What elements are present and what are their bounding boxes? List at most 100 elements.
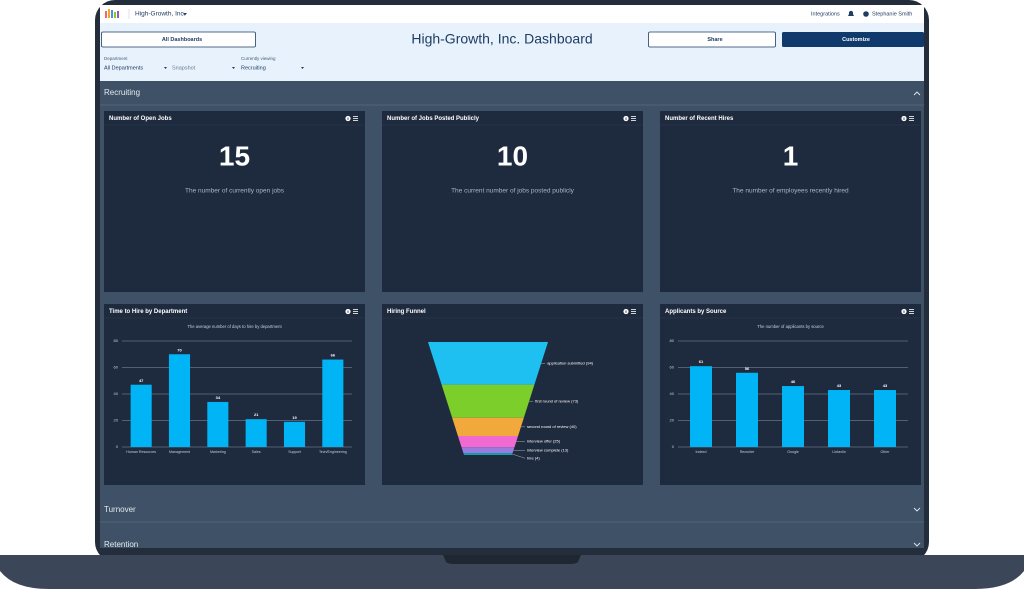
funnel-segment	[441, 384, 535, 418]
bar-value-label: 43	[837, 383, 842, 388]
filter-department[interactable]: All Departments	[104, 65, 143, 71]
bar	[322, 359, 344, 447]
x-tick-label: Marketing	[210, 450, 226, 454]
info-glyph	[625, 117, 627, 120]
bar-value-label: 56	[745, 366, 750, 371]
funnel-segment	[428, 342, 548, 385]
card-title: Applicants by Source	[665, 309, 727, 315]
filter-snapshot[interactable]: Snapshot	[172, 65, 196, 71]
x-tick-label: Tech/Engineering	[319, 450, 347, 454]
bar	[168, 354, 191, 447]
bar	[245, 419, 267, 447]
x-tick-label: Management	[169, 450, 190, 454]
info-glyph	[903, 117, 905, 120]
bar-value-label: 19	[292, 415, 297, 420]
user-menu[interactable]: Stephanie Smith	[872, 11, 912, 17]
funnel-segment	[452, 417, 524, 436]
card-title: Time to Hire by Department	[109, 309, 187, 315]
filter-label: Department	[104, 56, 128, 61]
share-button[interactable]	[648, 31, 776, 48]
section-header[interactable]: Recruiting	[104, 88, 140, 97]
filter-viewing[interactable]: Recruiting	[241, 65, 266, 71]
laptop-base	[0, 555, 1024, 589]
integrations-link[interactable]: Integrations	[811, 11, 840, 17]
funnel-label: application submitted (94)	[547, 360, 593, 365]
card-title: Hiring Funnel	[387, 309, 426, 315]
dashboard-title: High-Growth, Inc. Dashboard	[411, 31, 592, 47]
funnel-leader	[512, 453, 526, 459]
bar	[874, 390, 896, 447]
customize-button[interactable]	[782, 32, 924, 47]
bar-value-label: 43	[883, 383, 888, 388]
logo	[105, 9, 119, 18]
card	[104, 111, 365, 292]
x-tick-label: Indeed	[696, 450, 707, 454]
y-tick-label: 60	[670, 365, 675, 370]
kpi-value: 10	[497, 140, 528, 171]
bar-value-label: 21	[254, 412, 259, 417]
funnel-segment	[463, 453, 513, 455]
bar	[283, 421, 306, 447]
bell-icon[interactable]	[848, 10, 854, 16]
bar-value-label: 47	[139, 378, 144, 383]
bar	[207, 401, 229, 447]
bar-value-label: 70	[177, 347, 182, 352]
brand-caret	[183, 13, 187, 16]
bar-value-label: 66	[331, 353, 336, 358]
y-tick-label: 40	[114, 391, 119, 396]
all-dashboards-label: All Dashboards	[162, 37, 202, 43]
kpi-value: 1	[783, 140, 799, 171]
kpi-description: The current number of jobs posted public…	[451, 188, 575, 195]
section-header[interactable]: Turnover	[104, 505, 136, 514]
laptop-notch	[443, 555, 581, 564]
x-tick-label: Support	[288, 450, 301, 454]
funnel-segment	[461, 447, 515, 454]
info-glyph	[903, 310, 905, 313]
y-tick-label: 0	[116, 444, 119, 449]
card	[382, 111, 643, 292]
brand-menu[interactable]: High-Growth, Inc.	[135, 11, 186, 18]
funnel-label: interview complete (13)	[527, 447, 569, 452]
card-title: Number of Open Jobs	[109, 116, 172, 122]
info-glyph	[347, 310, 349, 313]
card-title: Number of Jobs Posted Publicly	[387, 116, 480, 122]
funnel-label: second round of review (40)	[527, 424, 577, 429]
kpi-description: The number of currently open jobs	[185, 188, 285, 195]
all-dashboards-button[interactable]	[101, 31, 256, 48]
card	[660, 111, 921, 292]
screen: High-Growth, Inc. Integrations Stephanie…	[100, 5, 924, 549]
x-tick-label: Google	[787, 450, 799, 454]
kpi-value: 15	[219, 140, 250, 171]
funnel-segment	[457, 435, 519, 448]
card-title: Number of Recent Hires	[665, 116, 734, 122]
bar-value-label: 34	[216, 395, 221, 400]
y-tick-label: 0	[672, 444, 675, 449]
y-tick-label: 80	[670, 338, 675, 343]
y-tick-label: 20	[670, 418, 675, 423]
chart-subtitle: The number of applicants by source	[757, 324, 824, 329]
bar	[828, 390, 850, 447]
bar	[130, 384, 152, 447]
customize-label: Customize	[842, 37, 870, 43]
kpi-description: The number of employees recently hired	[732, 188, 849, 195]
chart-subtitle: The average number of days to hire by de…	[187, 324, 282, 329]
bar	[782, 386, 804, 447]
bar-value-label: 46	[791, 379, 796, 384]
top-bar	[100, 5, 924, 23]
info-glyph	[625, 310, 627, 313]
bar	[736, 372, 758, 447]
x-tick-label: Human Resources	[126, 450, 156, 454]
info-glyph	[347, 117, 349, 120]
y-tick-label: 40	[670, 391, 675, 396]
filter-label: Currently viewing	[241, 56, 276, 61]
funnel-label: hire (4)	[527, 455, 540, 460]
y-tick-label: 60	[114, 365, 119, 370]
x-tick-label: Recruiter	[740, 450, 755, 454]
x-tick-label: LinkedIn	[832, 450, 846, 454]
section-header[interactable]: Retention	[104, 540, 138, 549]
funnel-label: first round of review (73)	[535, 398, 579, 403]
funnel-label: interview offer (25)	[527, 439, 561, 444]
share-label: Share	[707, 37, 722, 43]
y-tick-label: 80	[114, 338, 119, 343]
